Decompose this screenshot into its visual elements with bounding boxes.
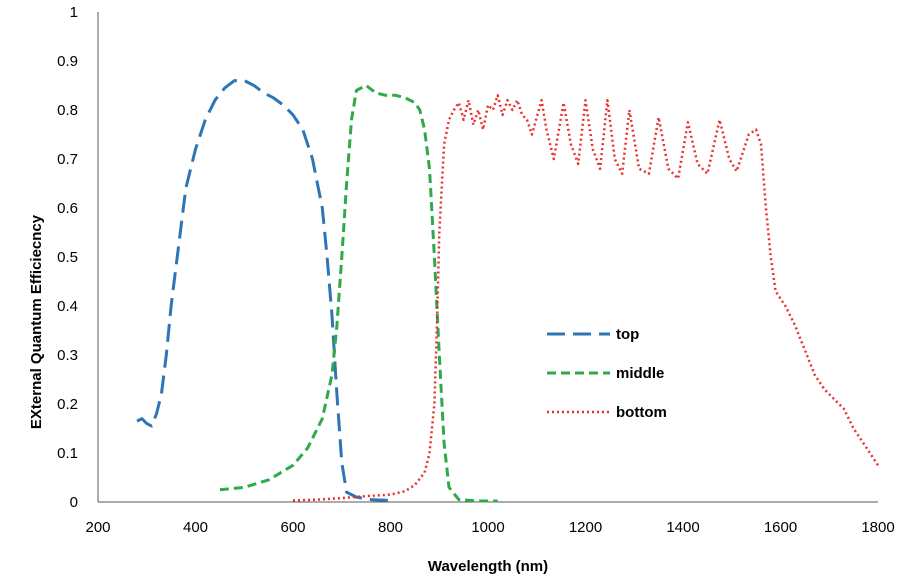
x-tick-label: 400: [183, 519, 208, 536]
x-tick-label: 1400: [666, 519, 699, 536]
x-tick-labels: 200 400 600 800 1000 1200 1400 1600 1800: [85, 519, 894, 536]
legend-label-bottom: bottom: [616, 404, 667, 421]
series-layer: [137, 81, 878, 501]
x-tick-label: 1800: [861, 519, 894, 536]
y-tick-label: 1: [70, 4, 78, 21]
y-tick-label: 0.4: [57, 298, 78, 315]
x-tick-label: 1600: [764, 519, 797, 536]
legend: top middle bottom: [547, 326, 667, 421]
x-axis-title: Wavelength (nm): [428, 558, 548, 575]
series-line-bottom: [293, 95, 878, 500]
y-tick-label: 0.7: [57, 151, 78, 168]
x-tick-label: 1000: [471, 519, 504, 536]
series-line-top: [137, 81, 391, 501]
y-tick-label: 0.2: [57, 396, 78, 413]
y-axis-title: EXternal Quantum Efficiecncy: [28, 214, 45, 429]
y-tick-label: 0.1: [57, 445, 78, 462]
x-tick-label: 800: [378, 519, 403, 536]
y-tick-label: 0.9: [57, 53, 78, 70]
y-tick-label: 0.3: [57, 347, 78, 364]
series-line-middle: [220, 86, 498, 502]
x-tick-label: 200: [85, 519, 110, 536]
y-tick-label: 0.8: [57, 102, 78, 119]
y-tick-label: 0.5: [57, 249, 78, 266]
legend-label-middle: middle: [616, 365, 664, 382]
legend-label-top: top: [616, 326, 639, 343]
y-tick-label: 0: [70, 494, 78, 511]
x-tick-label: 600: [280, 519, 305, 536]
y-tick-labels: 0 0.1 0.2 0.3 0.4 0.5 0.6 0.7 0.8 0.9 1: [57, 4, 78, 511]
y-tick-label: 0.6: [57, 200, 78, 217]
x-tick-label: 1200: [569, 519, 602, 536]
